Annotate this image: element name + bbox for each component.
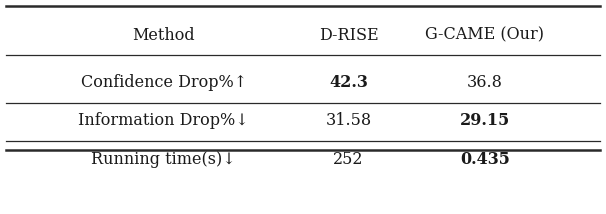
Text: Confidence Drop%↑: Confidence Drop%↑ <box>81 74 247 91</box>
Text: 42.3: 42.3 <box>329 74 368 91</box>
Text: 0.435: 0.435 <box>460 151 510 168</box>
Text: Running time(s)↓: Running time(s)↓ <box>92 151 236 168</box>
Text: 29.15: 29.15 <box>460 112 510 129</box>
Text: 252: 252 <box>333 151 364 168</box>
Text: 31.58: 31.58 <box>325 112 371 129</box>
Text: Method: Method <box>132 27 195 44</box>
Text: Information Drop%↓: Information Drop%↓ <box>78 112 249 129</box>
Text: D-RISE: D-RISE <box>319 27 378 44</box>
Text: 36.8: 36.8 <box>467 74 503 91</box>
Text: G-CAME (Our): G-CAME (Our) <box>425 27 544 44</box>
